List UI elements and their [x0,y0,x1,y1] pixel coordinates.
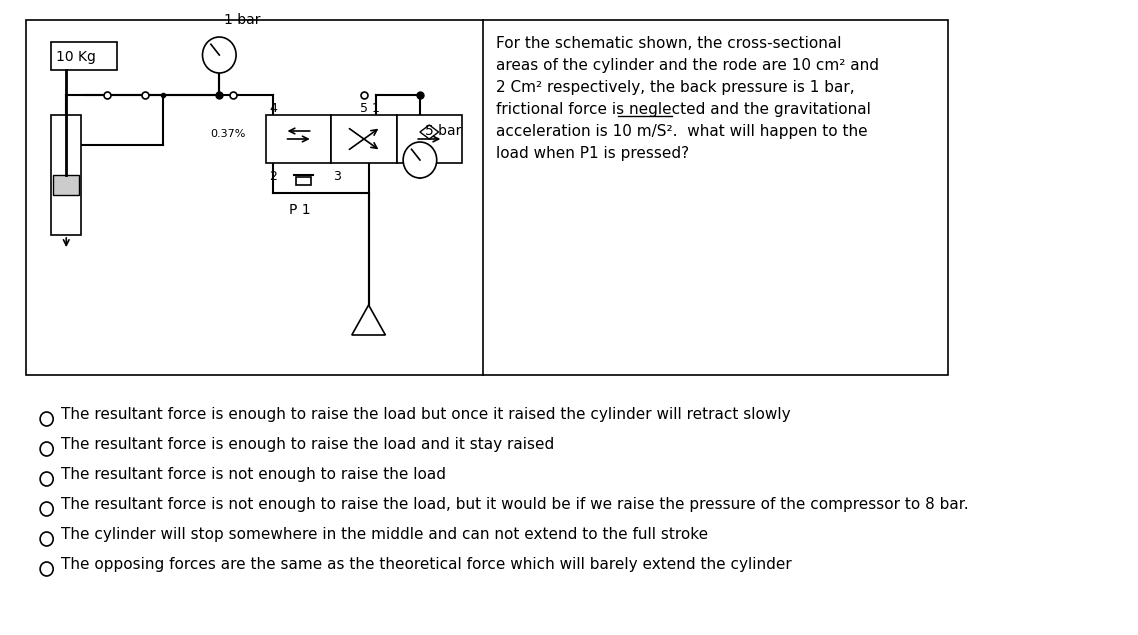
Polygon shape [420,125,438,139]
Text: The resultant force is enough to raise the load but once it raised the cylinder : The resultant force is enough to raise t… [60,408,790,422]
Text: The resultant force is not enough to raise the load, but it would be if we raise: The resultant force is not enough to rai… [60,497,968,512]
Text: load when P1 is pressed?: load when P1 is pressed? [496,146,690,161]
Bar [296,177,311,185]
Circle shape [40,412,53,426]
Circle shape [40,502,53,516]
Text: The resultant force is enough to raise the load and it stay raised: The resultant force is enough to raise t… [60,438,554,453]
Text: The resultant force is not enough to raise the load: The resultant force is not enough to rai… [60,467,446,483]
Text: acceleration is 10 m/S².  what will happen to the: acceleration is 10 m/S². what will happe… [496,124,868,139]
Text: P 1: P 1 [289,203,311,217]
Circle shape [40,472,53,486]
Text: 1: 1 [372,102,380,116]
Text: 2: 2 [270,171,278,184]
Text: The opposing forces are the same as the theoretical force which will barely exte: The opposing forces are the same as the … [60,558,791,573]
Bar [51,42,117,70]
Text: 4: 4 [270,102,278,116]
Bar [331,115,397,163]
Text: 3: 3 [333,171,340,184]
Bar [397,115,462,163]
Text: For the schematic shown, the cross-sectional: For the schematic shown, the cross-secti… [496,36,842,51]
Bar [266,115,331,163]
Text: 0.37%: 0.37% [211,129,246,139]
Bar [53,175,80,195]
Circle shape [40,532,53,546]
Text: 5: 5 [360,102,368,116]
Text: frictional force is neglected and the gravitational: frictional force is neglected and the gr… [496,102,872,117]
Text: 10 Kg: 10 Kg [56,50,96,64]
Circle shape [40,442,53,456]
Circle shape [40,562,53,576]
Bar [51,115,81,235]
Text: 2 Cm² respectively, the back pressure is 1 bar,: 2 Cm² respectively, the back pressure is… [496,80,855,95]
Bar [26,20,948,375]
Text: 1 bar: 1 bar [224,13,261,27]
Circle shape [203,37,236,73]
Polygon shape [352,305,386,335]
Text: areas of the cylinder and the rode are 10 cm² and: areas of the cylinder and the rode are 1… [496,58,880,73]
Text: The cylinder will stop somewhere in the middle and can not extend to the full st: The cylinder will stop somewhere in the … [60,528,708,542]
Circle shape [403,142,437,178]
Text: 5 bar: 5 bar [424,124,461,138]
